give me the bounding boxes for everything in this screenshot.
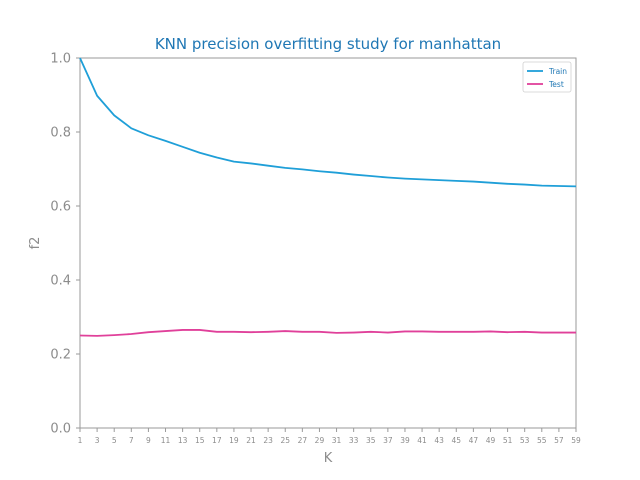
x-tick-label: 45: [452, 436, 462, 445]
x-tick-label: 43: [434, 436, 444, 445]
x-tick-label: 47: [469, 436, 479, 445]
series-line-test: [79, 329, 576, 337]
series-line-train: [79, 57, 577, 188]
x-tick-label: 39: [400, 436, 410, 445]
x-tick-label: 13: [178, 436, 188, 445]
x-tick-label: 1: [78, 436, 83, 445]
x-axis-label: K: [324, 451, 333, 466]
x-tick-label: 21: [246, 436, 256, 445]
x-tick-label: 35: [366, 436, 376, 445]
legend-label-test: Test: [548, 80, 564, 89]
x-tick-label: 49: [486, 436, 496, 445]
axes-frame: [79, 57, 577, 429]
x-tick-label: 9: [146, 436, 151, 445]
legend-label-train: Train: [548, 67, 567, 76]
x-tick-label: 19: [229, 436, 239, 445]
y-tick-label: 1.0: [50, 52, 71, 67]
x-tick-label: 33: [349, 436, 359, 445]
x-tick-label: 57: [554, 436, 564, 445]
x-tick-label: 51: [503, 436, 513, 445]
x-tick-label: 55: [537, 436, 547, 445]
plot-area: 0.00.20.40.60.81.01 3 5 7 9 11 13 15 17 19 21 23 25 2…: [50, 52, 581, 446]
x-tick-label: 3: [95, 436, 100, 445]
y-axis-label: f2: [28, 237, 43, 250]
x-tick-label: 27: [298, 436, 308, 445]
y-tick-label: 0.4: [50, 274, 71, 289]
x-tick-label: 17: [212, 436, 222, 445]
x-tick-label: 29: [315, 436, 325, 445]
legend: Train Test: [522, 61, 572, 93]
x-tick-label: 31: [332, 436, 342, 445]
x-tick-label: 25: [280, 436, 290, 445]
x-tick-label: 11: [161, 436, 171, 445]
x-tick-label: 23: [263, 436, 273, 445]
x-tick-label: 53: [520, 436, 530, 445]
x-tick-label: 37: [383, 436, 393, 445]
x-tick-label: 15: [195, 436, 205, 445]
y-tick-label: 0.0: [50, 422, 71, 437]
y-tick-label: 0.2: [50, 348, 71, 363]
y-tick-label: 0.8: [50, 126, 71, 141]
chart-title: KNN precision overfitting study for manh…: [155, 35, 501, 53]
y-tick-label: 0.6: [50, 200, 71, 215]
x-tick-label: 59: [571, 436, 581, 445]
x-tick-label: 5: [112, 436, 117, 445]
x-tick-label: 41: [417, 436, 427, 445]
x-tick-label: 7: [129, 436, 134, 445]
